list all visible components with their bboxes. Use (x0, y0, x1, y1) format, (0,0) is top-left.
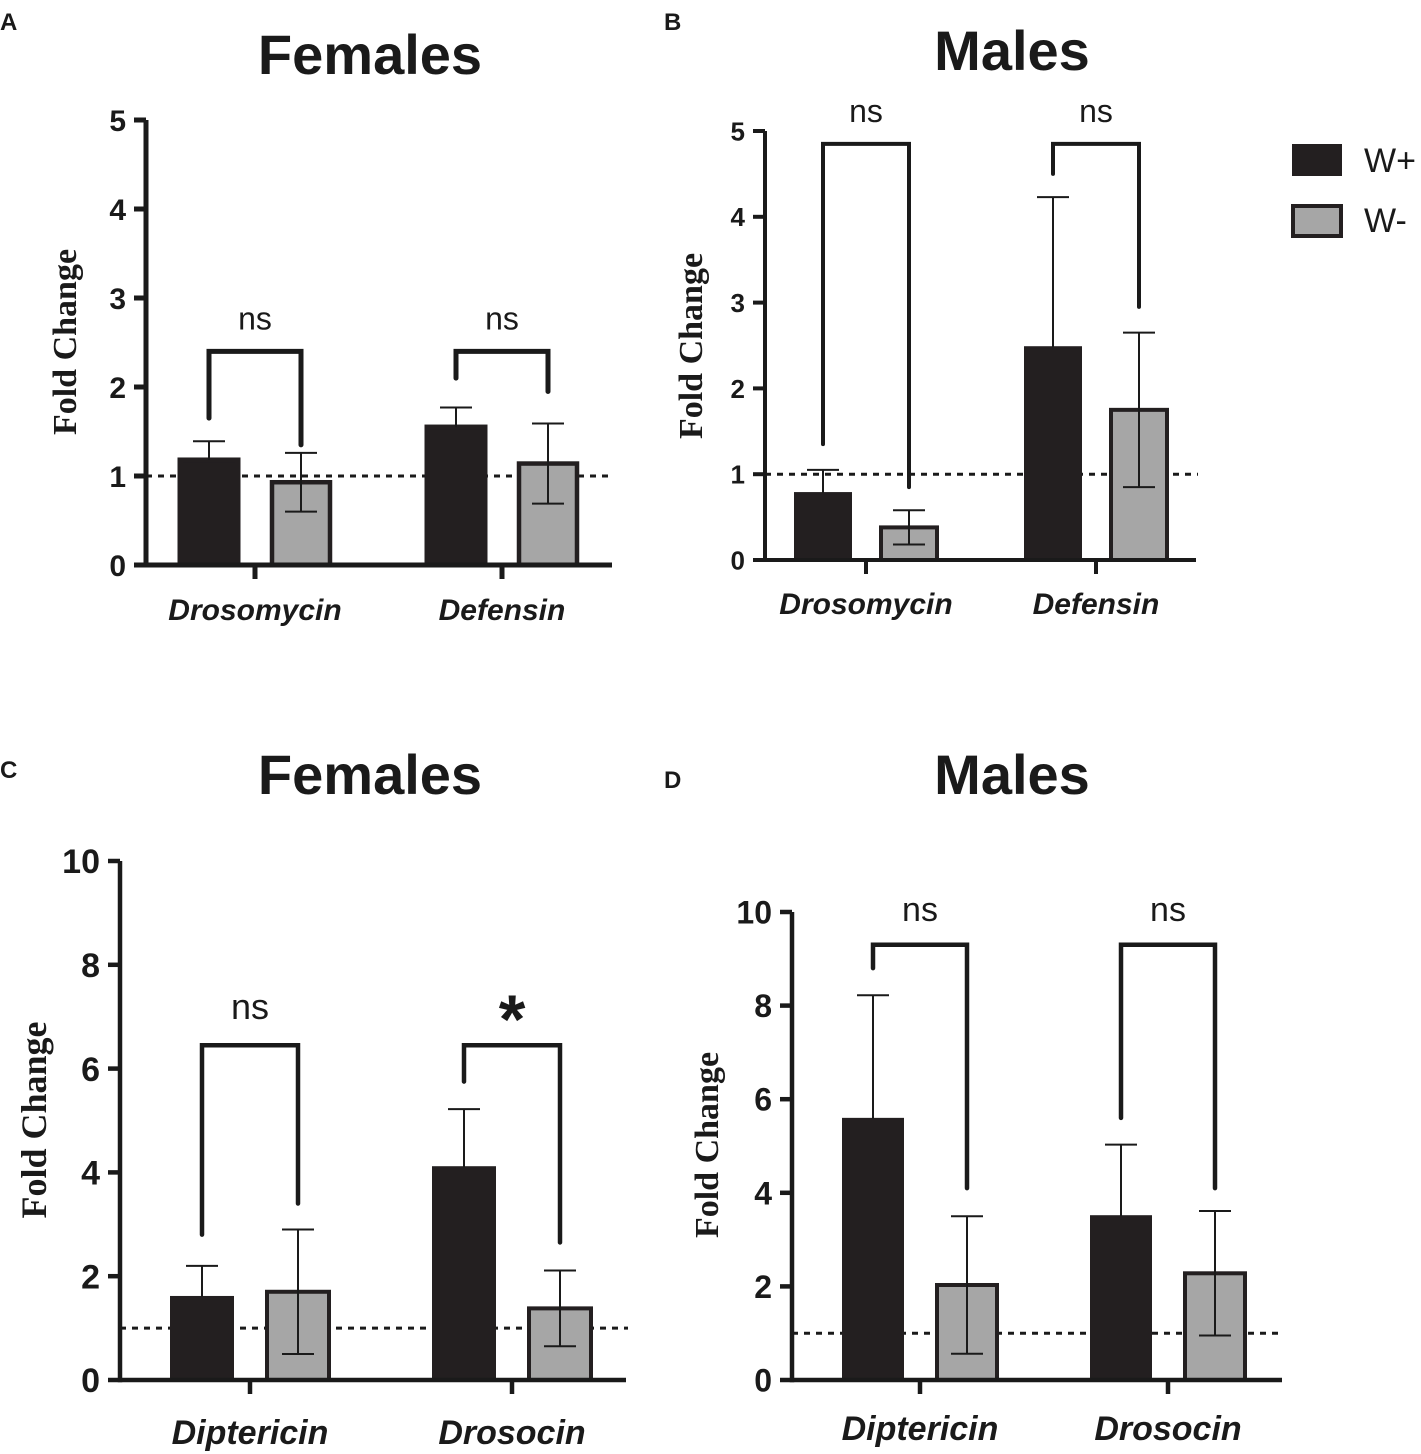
y-tick-label: 0 (754, 1363, 772, 1399)
legend-swatch-w-plus (1292, 144, 1342, 176)
bar-w-plus (1090, 1215, 1152, 1381)
panel-a-label: A (0, 9, 17, 36)
y-tick-label: 3 (731, 288, 745, 318)
significance-bracket (453, 348, 551, 394)
x-category-label: Drosomycin (779, 588, 952, 621)
panel-d-title: Males (934, 743, 1090, 806)
legend-label-w-minus: W- (1364, 202, 1407, 240)
y-tick-label: 6 (81, 1051, 100, 1089)
significance-bracket (1051, 141, 1141, 309)
y-tick-label: 4 (109, 194, 126, 227)
y-tick-label: 5 (731, 116, 745, 146)
y-tick-label: 0 (109, 550, 126, 583)
bar-w-plus (432, 1166, 496, 1381)
bar-w-plus (794, 492, 852, 561)
x-category-label: Drosocin (438, 1414, 585, 1452)
significance-label: ns (1150, 891, 1186, 929)
panel-d-label: D (664, 767, 681, 794)
panel-a-y-axis-label: Fold Change (47, 249, 84, 435)
significance-label: ns (485, 300, 519, 336)
significance-bracket (821, 141, 911, 490)
legend: W+ W- (1291, 142, 1416, 240)
significance-label: ns (849, 93, 883, 129)
y-tick-label: 6 (754, 1082, 772, 1118)
significance-bracket (206, 348, 304, 448)
y-tick-label: 8 (754, 988, 772, 1024)
legend-swatch-w-minus (1291, 204, 1343, 238)
y-tick-label: 10 (736, 895, 772, 931)
y-tick-label: 2 (81, 1258, 100, 1296)
bar-w-plus (177, 457, 241, 568)
significance-bracket (199, 1042, 301, 1237)
significance-bracket (461, 1042, 563, 1245)
y-tick-label: 1 (731, 460, 745, 490)
y-tick-label: 10 (62, 843, 100, 881)
significance-label: ns (238, 300, 272, 336)
y-tick-label: 0 (81, 1362, 100, 1400)
panel-b-y-axis-label: Fold Change (673, 253, 710, 439)
y-tick-label: 2 (754, 1269, 772, 1305)
x-category-label: Drosocin (1094, 1410, 1241, 1448)
x-category-label: Defensin (439, 594, 566, 627)
legend-label-w-plus: W+ (1364, 142, 1416, 180)
bar-w-plus (1024, 346, 1082, 561)
y-tick-label: 8 (81, 947, 100, 985)
panel-d-chart: D Males Fold Change 0 2 4 6 8 10 Diptericin ns D… (664, 743, 1284, 1448)
panel-c-title: Females (258, 743, 482, 806)
panel-b-chart: B Males Fold Change 0 1 2 3 4 5 Drosomycin ns De… (664, 9, 1198, 621)
bar-w-plus (170, 1295, 234, 1381)
significance-bracket (1118, 942, 1218, 1191)
y-tick-label: 5 (109, 105, 126, 138)
x-category-label: Diptericin (172, 1414, 329, 1452)
panel-c-chart: C Females Fold Change 0 2 4 6 8 10 Diptericin n… (0, 743, 628, 1452)
panel-c-label: C (0, 757, 17, 784)
bar-w-plus (424, 424, 488, 568)
significance-label: ns (231, 986, 269, 1027)
y-tick-label: 4 (754, 1175, 772, 1211)
bar-w-plus (842, 1117, 904, 1381)
significance-label: ns (1079, 93, 1113, 129)
panel-a-chart: A Females Fold Change 0 1 2 3 4 5 Drosomycin ns… (0, 9, 614, 627)
x-category-label: Diptericin (842, 1410, 999, 1448)
panel-c-y-axis-label: Fold Change (14, 1021, 54, 1218)
panel-a-title: Females (258, 23, 482, 86)
y-tick-label: 4 (731, 202, 746, 232)
significance-star: * (499, 982, 526, 1058)
y-tick-label: 2 (109, 372, 126, 405)
y-tick-label: 1 (109, 461, 126, 494)
y-tick-label: 3 (109, 283, 126, 316)
y-tick-label: 2 (731, 374, 745, 404)
significance-bracket (870, 942, 970, 1191)
panel-b-label: B (664, 9, 681, 36)
y-tick-label: 0 (731, 545, 745, 575)
panel-d-y-axis-label: Fold Change (689, 1052, 726, 1238)
x-category-label: Drosomycin (168, 594, 341, 627)
significance-label: ns (902, 891, 938, 929)
x-category-label: Defensin (1033, 588, 1160, 621)
y-tick-label: 4 (81, 1155, 100, 1193)
panel-b-title: Males (934, 19, 1090, 82)
